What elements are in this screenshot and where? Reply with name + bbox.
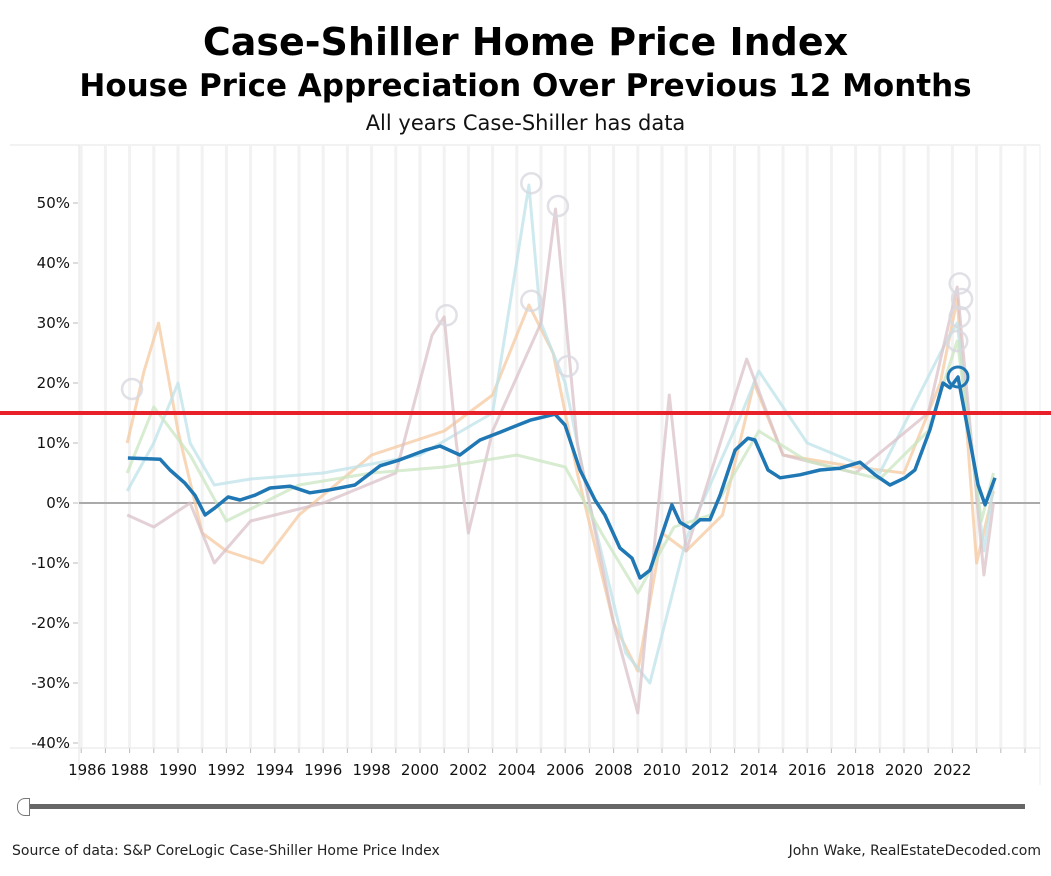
series-line-national — [127, 375, 997, 580]
peak-marker — [546, 194, 570, 218]
chart-caption: All years Case-Shiller has data — [365, 111, 686, 135]
x-tick-label: 1988 — [111, 761, 149, 779]
x-tick-label: 1986 — [68, 761, 106, 779]
x-tick-label: 1998 — [353, 761, 391, 779]
y-tick-label: -40% — [31, 734, 70, 752]
peak-marker — [120, 377, 144, 401]
x-tick-label: 1992 — [207, 761, 245, 779]
y-tick-label: 20% — [37, 374, 70, 392]
x-tick-label: 2004 — [498, 761, 536, 779]
x-tick-label: 2000 — [401, 761, 439, 779]
x-tick-label: 2022 — [933, 761, 971, 779]
x-tick-label: 1996 — [304, 761, 342, 779]
series-line-faint — [125, 297, 995, 673]
x-tick-label: 2014 — [740, 761, 778, 779]
x-tick-label: 2020 — [885, 761, 923, 779]
peak-marker — [520, 171, 543, 195]
x-tick-label: 2012 — [691, 761, 729, 779]
year-range-slider[interactable] — [17, 797, 1027, 817]
peak-marker — [946, 365, 970, 389]
series-line-faint — [125, 339, 995, 595]
x-tick-label: 2018 — [837, 761, 875, 779]
peak-marker — [950, 287, 974, 311]
x-tick-label: 2016 — [788, 761, 826, 779]
x-tick-label: 2002 — [449, 761, 487, 779]
y-tick-label: 10% — [37, 434, 70, 452]
source-note: Source of data: S&P CoreLogic Case-Shill… — [12, 843, 440, 859]
slider-thumb[interactable] — [17, 798, 30, 816]
chart-subtitle: House Price Appreciation Over Previous 1… — [79, 68, 972, 104]
series-line-faint — [126, 207, 995, 715]
y-tick-label: 0% — [46, 494, 70, 512]
credit-note: John Wake, RealEstateDecoded.com — [788, 843, 1041, 859]
peak-marker — [435, 303, 458, 327]
chart-title: Case-Shiller Home Price Index — [202, 20, 849, 64]
y-tick-label: -20% — [31, 614, 70, 632]
x-tick-label: 2006 — [546, 761, 584, 779]
y-tick-label: 50% — [37, 194, 70, 212]
peak-marker — [556, 354, 579, 378]
peak-marker — [948, 305, 971, 329]
y-tick-label: 30% — [37, 314, 70, 332]
x-tick-label: 2008 — [595, 761, 633, 779]
y-tick-label: -30% — [31, 674, 70, 692]
peak-marker — [520, 289, 543, 313]
slider-track[interactable] — [25, 804, 1025, 809]
peak-marker — [948, 272, 971, 295]
x-tick-label: 1994 — [256, 761, 294, 779]
peak-marker — [945, 329, 969, 353]
y-tick-label: -10% — [31, 554, 70, 572]
x-tick-label: 1990 — [159, 761, 197, 779]
x-tick-label: 2010 — [643, 761, 681, 779]
y-tick-label: 40% — [37, 254, 70, 272]
